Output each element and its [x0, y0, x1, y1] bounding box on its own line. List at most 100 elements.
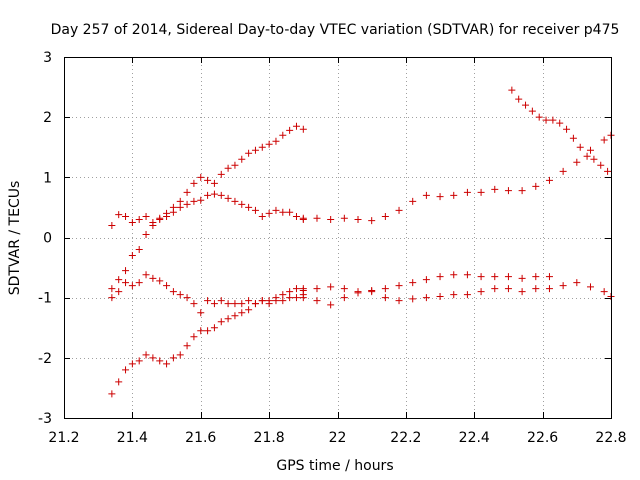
data-point — [238, 155, 246, 163]
data-point — [238, 200, 246, 208]
data-point — [327, 283, 335, 291]
y-tick-label: -2 — [38, 351, 52, 367]
data-point — [600, 288, 608, 296]
data-point — [231, 300, 239, 308]
data-point — [491, 185, 499, 193]
data-point — [108, 285, 116, 293]
data-point — [286, 288, 294, 296]
series-satellite-E — [299, 131, 615, 225]
data-point — [122, 366, 130, 374]
data-point — [217, 297, 225, 305]
data-point — [279, 131, 287, 139]
data-point — [272, 206, 280, 214]
series-satellite-B — [108, 271, 307, 317]
grid-lines — [64, 57, 611, 418]
data-point — [299, 215, 307, 223]
data-point — [135, 279, 143, 287]
data-point — [135, 357, 143, 365]
data-point — [450, 191, 458, 199]
data-point — [381, 285, 389, 293]
data-point — [156, 215, 164, 223]
data-point — [210, 190, 218, 198]
data-point — [231, 161, 239, 169]
data-point — [183, 188, 191, 196]
data-point — [381, 212, 389, 220]
data-point — [422, 276, 430, 284]
data-point — [142, 230, 150, 238]
data-point — [272, 297, 280, 305]
data-point — [265, 209, 273, 217]
data-point — [163, 209, 171, 217]
data-point — [354, 215, 362, 223]
data-point — [142, 212, 150, 220]
data-point — [245, 203, 253, 211]
x-tick-label: 22.4 — [459, 430, 490, 446]
x-tick-label: 22 — [329, 430, 347, 446]
series-satellite-F — [299, 271, 553, 296]
data-point — [190, 300, 198, 308]
data-point — [597, 161, 605, 169]
data-point — [183, 294, 191, 302]
series-satellite-H — [508, 86, 612, 175]
data-point — [559, 282, 567, 290]
data-point — [169, 354, 177, 362]
y-tick-label: 0 — [43, 231, 52, 247]
data-point — [204, 191, 212, 199]
data-point — [183, 200, 191, 208]
data-point — [197, 309, 205, 317]
data-point — [563, 125, 571, 133]
data-point — [292, 285, 300, 293]
y-tick-label: 2 — [43, 110, 52, 126]
data-point — [210, 179, 218, 187]
data-point — [573, 158, 581, 166]
data-point — [368, 288, 376, 296]
data-point — [115, 378, 123, 386]
series-satellite-D — [108, 122, 307, 302]
x-tick-labels: 21.2 21.4 21.6 21.8 22 22.2 22.4 22.6 22.8 — [48, 430, 626, 446]
data-point — [313, 285, 321, 293]
data-point — [604, 167, 612, 175]
data-point — [299, 125, 307, 133]
x-tick-label: 22.6 — [527, 430, 558, 446]
data-point — [251, 146, 259, 154]
data-point — [463, 271, 471, 279]
data-point — [204, 297, 212, 305]
data-point — [515, 95, 523, 103]
data-point — [224, 315, 232, 323]
data-point — [115, 211, 123, 219]
data-point — [327, 215, 335, 223]
data-point — [279, 297, 287, 305]
data-point — [224, 194, 232, 202]
data-point — [258, 297, 266, 305]
data-point — [108, 390, 116, 398]
data-point — [265, 300, 273, 308]
data-point — [176, 203, 184, 211]
y-axis-label: SDTVAR / TECUs — [7, 181, 23, 296]
data-point — [176, 291, 184, 299]
data-point — [279, 208, 287, 216]
data-point — [422, 294, 430, 302]
data-point — [135, 246, 143, 254]
data-point — [518, 187, 526, 195]
y-tick-label: 3 — [43, 50, 52, 66]
data-point — [128, 282, 136, 290]
data-point — [210, 300, 218, 308]
data-series — [108, 86, 615, 398]
y-tick-labels: -3 -2 -1 0 1 2 3 — [38, 50, 52, 427]
data-point — [128, 360, 136, 368]
data-point — [258, 212, 266, 220]
data-point — [204, 327, 212, 335]
data-point — [163, 360, 171, 368]
data-point — [528, 107, 536, 115]
data-point — [395, 282, 403, 290]
data-point — [535, 113, 543, 121]
data-point — [115, 276, 123, 284]
data-point — [436, 193, 444, 201]
data-point — [210, 324, 218, 332]
data-point — [258, 143, 266, 151]
data-point — [142, 351, 150, 359]
data-point — [108, 221, 116, 229]
data-point — [532, 285, 540, 293]
data-point — [600, 136, 608, 144]
